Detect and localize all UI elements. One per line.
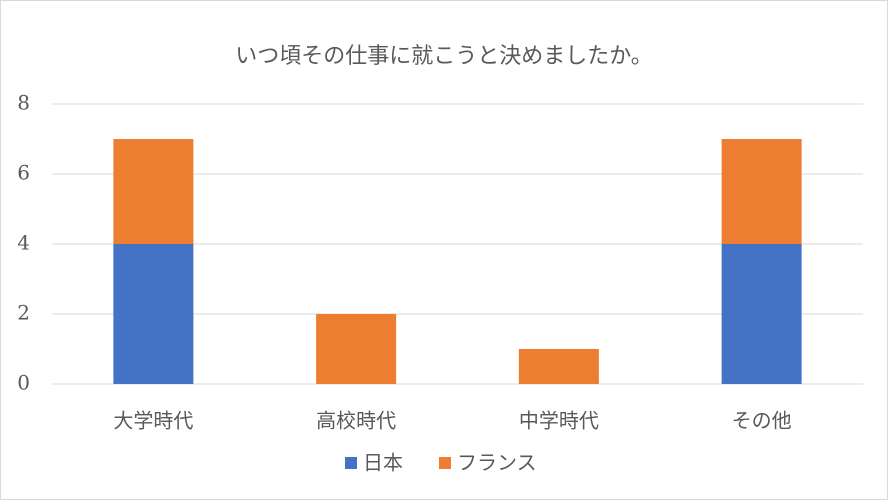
chart-title: いつ頃その仕事に就こうと決めましたか。 xyxy=(235,44,653,69)
x-tick-label: その他 xyxy=(732,409,792,433)
bar-segment xyxy=(113,244,194,384)
bar-segment xyxy=(113,139,194,244)
x-tick-label: 高校時代 xyxy=(316,409,396,433)
bar-segment xyxy=(316,314,397,384)
legend-swatch xyxy=(345,457,357,469)
y-tick-label: 2 xyxy=(17,301,30,325)
x-tick-label: 大学時代 xyxy=(113,409,193,433)
y-tick-label: 0 xyxy=(17,371,30,395)
y-tick-label: 6 xyxy=(17,161,30,185)
legend-label: フランス xyxy=(457,451,537,475)
bar-segment xyxy=(721,244,802,384)
y-tick-label: 4 xyxy=(17,231,30,255)
y-tick-label: 8 xyxy=(17,91,30,115)
x-tick-label: 中学時代 xyxy=(519,409,599,433)
bar-segment xyxy=(721,139,802,244)
legend-label: 日本 xyxy=(363,451,403,475)
legend-swatch xyxy=(439,457,451,469)
bar-segment xyxy=(518,349,599,384)
